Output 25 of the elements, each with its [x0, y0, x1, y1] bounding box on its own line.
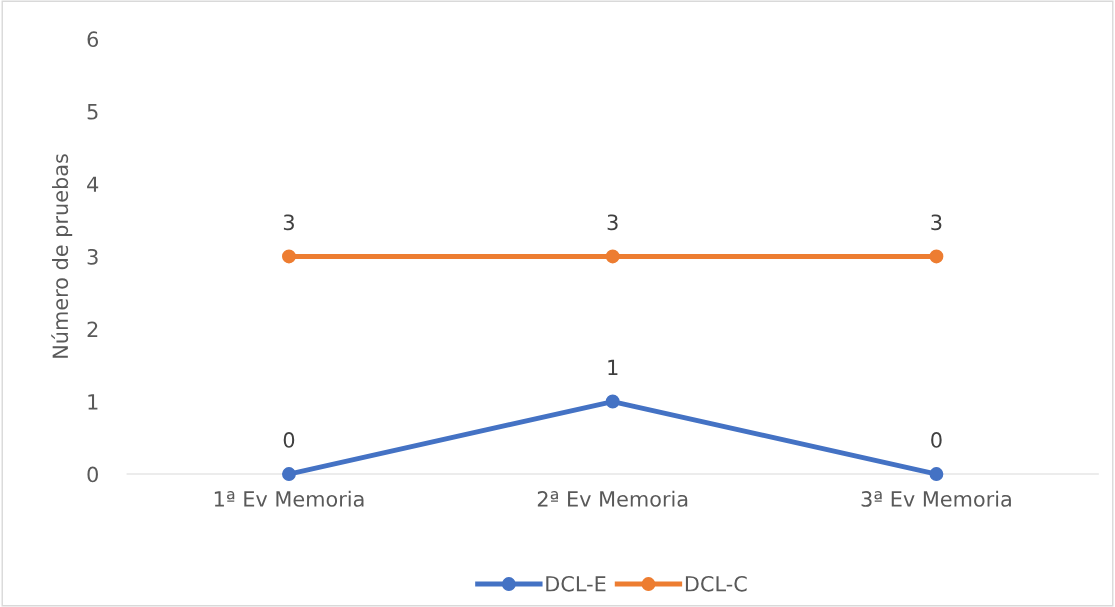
point: [929, 467, 944, 482]
y-tick-label: 0: [87, 466, 98, 483]
legend-label: DCL-E: [546, 575, 606, 592]
point: [605, 394, 620, 409]
y-tick-label: 6: [87, 31, 99, 48]
data-label: 1: [608, 359, 618, 375]
point: [605, 249, 620, 264]
point: [282, 249, 296, 264]
y-tick-label: 5: [87, 104, 98, 120]
point: [929, 249, 944, 264]
y-axis-title: Número de pruebas: [51, 154, 73, 358]
data-label: 3: [931, 214, 942, 231]
data-label: 0: [283, 432, 295, 448]
data-label: 3: [283, 214, 294, 231]
legend-label: DCL-C: [685, 575, 747, 592]
point: [282, 467, 296, 482]
y-tick-label: 2: [87, 321, 98, 337]
y-tick-label: 3: [87, 248, 98, 265]
x-tick-label: 1ª Ev Memoria: [214, 490, 364, 507]
x-tick-label: 3ª Ev Memoria: [861, 490, 1011, 507]
x-tick-label: 2ª Ev Memoria: [537, 490, 688, 507]
y-tick-label: 1: [88, 394, 98, 410]
data-label: 0: [931, 432, 942, 448]
data-label: 3: [607, 214, 618, 231]
y-tick-label: 4: [87, 176, 99, 192]
